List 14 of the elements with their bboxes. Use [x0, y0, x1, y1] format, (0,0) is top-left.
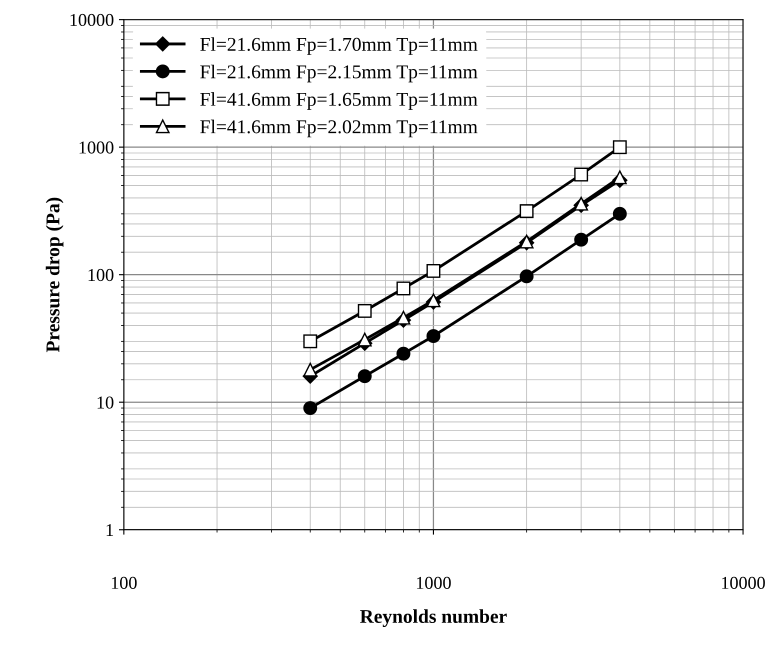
y-axis-title: Pressure drop (Pa) [46, 198, 64, 352]
x-axis-title: Reynolds number [360, 609, 507, 627]
legend-label: Fl=21.6mm Fp=2.15mm Tp=11mm [200, 64, 478, 82]
x-tick-label: 1000 [416, 576, 451, 589]
x-tick-label: 100 [112, 576, 137, 589]
y-tick-label: 10 [98, 396, 114, 409]
legend-label: Fl=41.6mm Fp=2.02mm Tp=11mm [200, 120, 478, 138]
y-tick-label: 100 [88, 268, 114, 282]
x-tick-label: 10000 [722, 576, 765, 589]
legend-label: Fl=41.6mm Fp=1.65mm Tp=11mm [200, 92, 478, 110]
legend-label: Fl=21.6mm Fp=1.70mm Tp=11mm [200, 37, 478, 55]
y-tick-label: 10000 [70, 14, 114, 26]
y-tick-label: 1000 [80, 141, 114, 154]
y-tick-label: 1 [106, 524, 114, 536]
